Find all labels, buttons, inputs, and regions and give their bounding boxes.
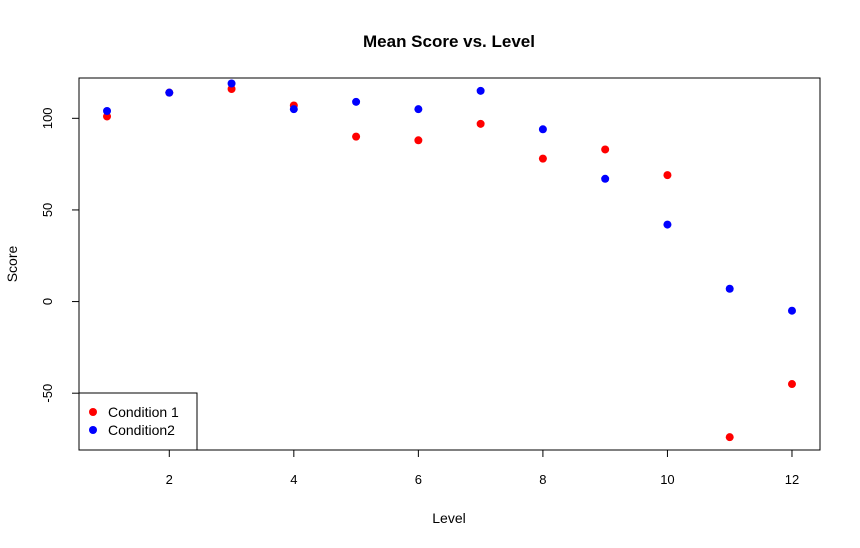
data-point-series-1 (725, 433, 734, 442)
x-tick-label: 8 (539, 472, 546, 487)
data-point-series-2 (103, 106, 112, 115)
y-tick-label: 0 (40, 298, 55, 305)
y-tick-label: -50 (40, 384, 55, 403)
data-point-series-1 (352, 132, 361, 141)
legend: Condition 1 Condition2 (78, 392, 198, 451)
data-point-series-1 (538, 154, 547, 163)
data-point-series-1 (103, 112, 112, 121)
data-point-series-2 (601, 174, 610, 183)
x-tick-label: 12 (785, 472, 799, 487)
legend-box (78, 392, 198, 451)
x-tick-label: 4 (290, 472, 297, 487)
data-point-series-2 (352, 97, 361, 106)
data-point-series-2 (476, 86, 485, 95)
data-point-series-1 (663, 171, 672, 180)
legend-label: Condition 1 (108, 404, 179, 420)
legend-marker (89, 426, 97, 434)
x-axis-label: Level (432, 510, 465, 526)
data-point-series-1 (787, 380, 796, 389)
data-point-series-2 (787, 306, 796, 315)
y-tick-label: 100 (40, 107, 55, 129)
legend-marker (89, 408, 97, 416)
data-point-series-2 (725, 284, 734, 293)
x-tick-label: 10 (660, 472, 674, 487)
y-axis-label: Score (4, 246, 20, 283)
data-point-series-2 (663, 220, 672, 229)
data-point-series-2 (538, 125, 547, 134)
data-point-series-2 (227, 79, 236, 88)
data-point-series-2 (289, 105, 298, 114)
data-point-series-1 (414, 136, 423, 145)
x-axis: 2 4 6 8 10 12 (166, 449, 799, 487)
data-point-series-1 (227, 84, 236, 93)
data-point-series-2 (414, 105, 423, 114)
y-tick-label: 50 (40, 203, 55, 217)
legend-label: Condition2 (108, 422, 175, 438)
data-point-series-2 (165, 88, 174, 97)
x-tick-label: 2 (166, 472, 173, 487)
chart-title: Mean Score vs. Level (363, 32, 535, 51)
data-point-series-1 (476, 119, 485, 128)
x-tick-label: 6 (415, 472, 422, 487)
data-points (103, 79, 796, 442)
data-point-series-1 (601, 145, 610, 154)
y-axis: -50 0 50 100 (40, 107, 80, 403)
